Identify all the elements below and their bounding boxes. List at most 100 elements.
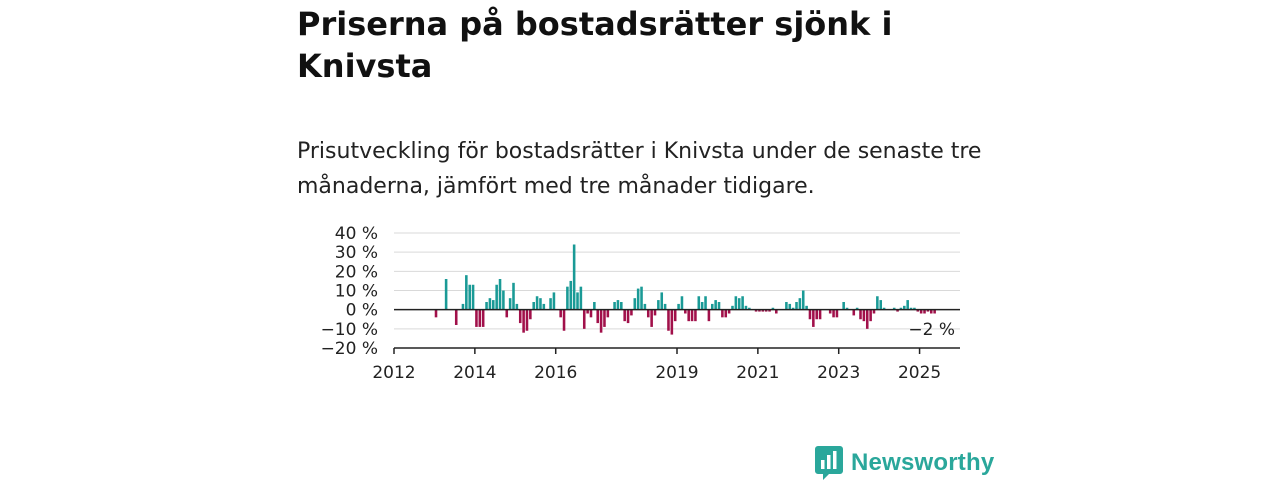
- bar: [879, 300, 883, 310]
- bar: [835, 309, 839, 318]
- bar: [775, 309, 778, 314]
- bar: [623, 309, 626, 322]
- chart-title: Priserna på bostadsrätter sjönk i Knivst…: [297, 5, 893, 85]
- bar: [488, 298, 492, 310]
- bar: [815, 309, 818, 320]
- bar: [646, 309, 650, 318]
- bar: [515, 303, 519, 310]
- bar: [498, 279, 502, 310]
- bar: [758, 309, 761, 312]
- bar: [522, 309, 525, 333]
- bar: [724, 309, 728, 318]
- bar: [872, 309, 876, 314]
- bar: [721, 309, 724, 318]
- bar: [586, 309, 589, 314]
- bar: [744, 305, 748, 310]
- bar: [582, 309, 586, 329]
- bar: [899, 307, 903, 310]
- bar: [768, 309, 771, 312]
- bar: [471, 284, 475, 310]
- y-tick-label: −10 %: [321, 320, 378, 340]
- bar: [832, 309, 835, 318]
- bar: [667, 309, 670, 331]
- bar: [916, 309, 920, 312]
- bar: [795, 302, 798, 310]
- bar: [673, 309, 677, 322]
- bar: [444, 279, 448, 310]
- bar: [630, 309, 633, 316]
- bar: [764, 309, 768, 312]
- bar: [812, 309, 815, 327]
- y-tick-label: 10 %: [335, 282, 378, 302]
- bar: [566, 286, 569, 310]
- bar: [801, 290, 805, 310]
- bar: [542, 303, 546, 310]
- bar: [694, 309, 697, 322]
- bar: [818, 309, 822, 320]
- bar: [684, 309, 687, 314]
- y-tick-label: 0 %: [346, 301, 378, 321]
- bar: [731, 305, 734, 310]
- bar: [525, 309, 529, 331]
- bar: [552, 292, 556, 310]
- bar: [828, 309, 832, 314]
- bar: [717, 302, 721, 310]
- bar: [761, 309, 765, 312]
- last-value-label: −2 %: [908, 320, 955, 340]
- x-tick-label: 2021: [736, 363, 779, 383]
- bar: [734, 296, 738, 310]
- y-tick-label: 30 %: [335, 243, 378, 263]
- bar: [687, 309, 690, 322]
- bar: [434, 309, 438, 318]
- bar: [929, 309, 933, 314]
- bar: [589, 309, 593, 318]
- x-tick-label: 2014: [453, 363, 496, 383]
- bar: [576, 292, 579, 310]
- bar: [481, 309, 485, 327]
- bar: [512, 282, 515, 310]
- bar: [468, 284, 471, 310]
- bar: [626, 309, 630, 324]
- bar: [798, 298, 802, 310]
- bar: [842, 302, 845, 310]
- bar: [620, 302, 623, 310]
- bar: [650, 309, 653, 327]
- bar: [714, 300, 717, 310]
- bar: [454, 309, 458, 325]
- bar: [532, 302, 535, 310]
- bar: [923, 309, 926, 314]
- bar: [593, 302, 596, 310]
- bar: [737, 298, 741, 310]
- bar: [727, 309, 731, 314]
- bar: [710, 303, 714, 310]
- bar: [862, 309, 866, 322]
- bar: [616, 300, 620, 310]
- bar: [805, 305, 808, 310]
- bar: [596, 309, 600, 324]
- bar: [657, 300, 660, 310]
- bar: [562, 309, 566, 331]
- bar: [680, 296, 684, 310]
- bar: [741, 296, 744, 310]
- bar: [663, 303, 667, 310]
- y-tick-label: −20 %: [321, 339, 378, 359]
- bar: [771, 307, 775, 310]
- bar: [852, 309, 856, 316]
- bar: [569, 280, 573, 310]
- bar: [518, 309, 522, 324]
- bar: [613, 302, 616, 310]
- bar: [643, 303, 647, 310]
- bar: [903, 305, 906, 310]
- bar: [896, 309, 899, 312]
- bar: [478, 309, 482, 327]
- bar: [539, 298, 542, 310]
- bar: [461, 303, 465, 310]
- bar: [653, 309, 657, 316]
- bar: [670, 309, 674, 335]
- bar: [475, 309, 478, 327]
- bar: [579, 286, 583, 310]
- x-tick-label: 2012: [372, 363, 415, 383]
- y-tick-label: 40 %: [335, 224, 378, 244]
- bar: [855, 307, 859, 310]
- bar: [882, 307, 886, 310]
